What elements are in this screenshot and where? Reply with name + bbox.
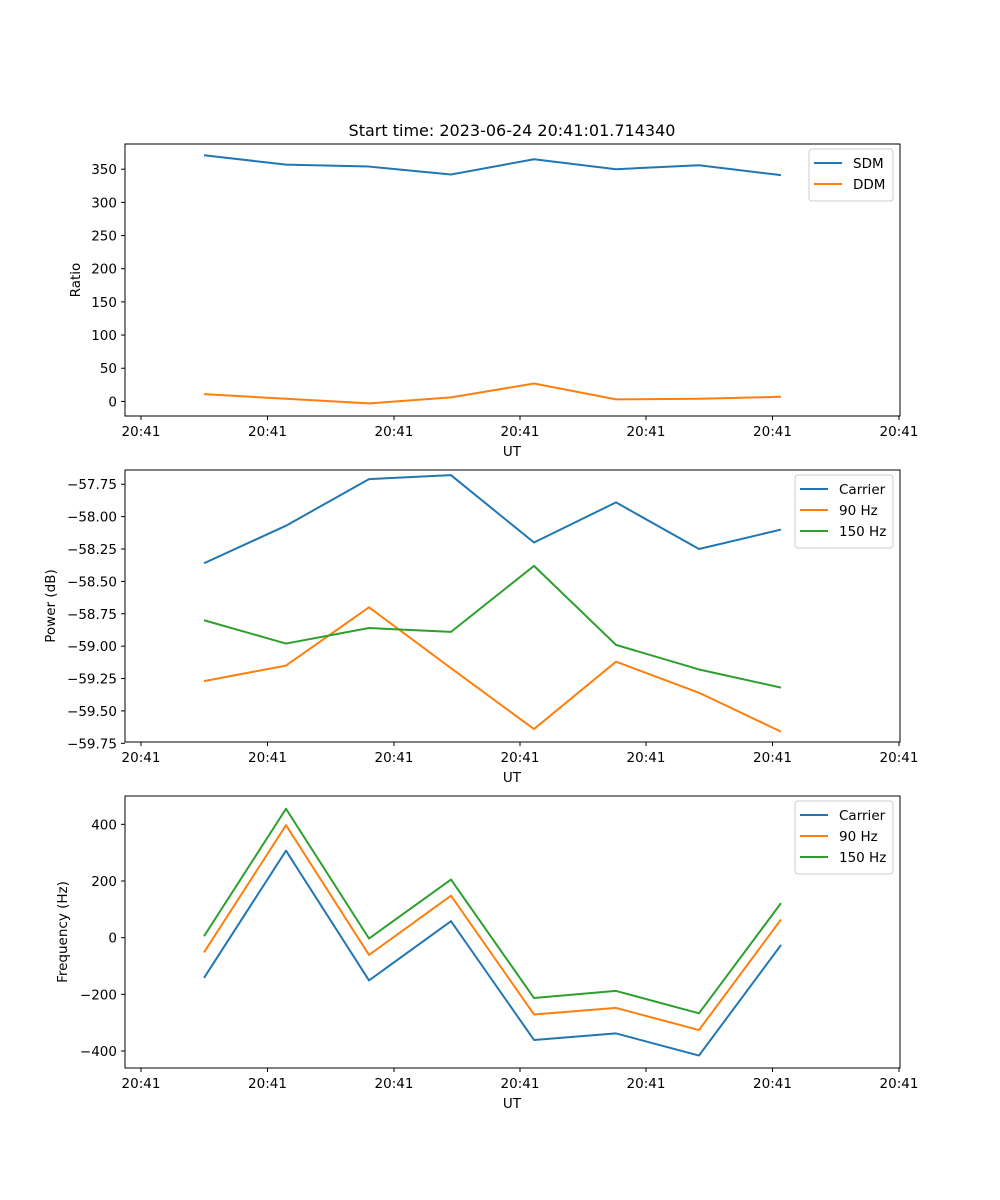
y-tick-label: −57.75 [67, 477, 117, 493]
y-tick-label: −59.25 [67, 672, 117, 688]
y-axis-label: Frequency (Hz) [55, 881, 71, 983]
legend-label: 150 Hz [839, 850, 886, 866]
x-tick-label: 20:41 [880, 1076, 919, 1092]
x-axis-label: UT [503, 770, 522, 786]
y-tick-label: 250 [91, 229, 117, 245]
y-tick-label: −400 [80, 1044, 117, 1060]
y-tick-label: −200 [80, 987, 117, 1003]
series-line-ddm [203, 382, 782, 405]
x-tick-label: 20:41 [627, 424, 666, 440]
legend: Carrier 90 Hz 150 Hz [794, 474, 894, 549]
x-tick-label: 20:41 [375, 424, 414, 440]
subplot-1: 20:41 20:41 20:41 20:41 20:41 20:41 20:41 UT 0 50… [68, 143, 919, 460]
y-tick-label: 150 [91, 295, 117, 311]
y-tick-label: 200 [91, 262, 117, 278]
y-tick-label: −59.00 [67, 639, 117, 655]
legend: Carrier 90 Hz 150 Hz [794, 800, 894, 875]
x-tick-label: 20:41 [880, 750, 919, 766]
y-tick-label: 400 [91, 817, 117, 833]
legend: SDM DDM [808, 148, 894, 202]
axes-frame [124, 143, 901, 417]
x-tick-label: 20:41 [880, 424, 919, 440]
x-tick-label: 20:41 [753, 1076, 792, 1092]
x-tick-label: 20:41 [501, 424, 540, 440]
series-line-carrier [203, 849, 782, 1057]
y-tick-label: −59.75 [67, 736, 117, 752]
legend-label: SDM [853, 156, 884, 172]
legend-box [794, 800, 894, 875]
legend-label: Carrier [839, 482, 886, 498]
x-tick-label: 20:41 [375, 750, 414, 766]
x-tick-label: 20:41 [501, 750, 540, 766]
y-tick-label: 200 [91, 874, 117, 890]
y-tick-label: −58.00 [67, 510, 117, 526]
y-tick-label: −58.50 [67, 574, 117, 590]
axes-frame [124, 795, 901, 1069]
x-tick-label: 20:41 [248, 1076, 287, 1092]
series-line-90-hz [203, 824, 782, 1032]
legend-label: 90 Hz [839, 829, 878, 845]
x-tick-label: 20:41 [375, 1076, 414, 1092]
x-tick-label: 20:41 [627, 1076, 666, 1092]
y-axis-label: Power (dB) [43, 569, 59, 642]
x-tick-label: 20:41 [501, 1076, 540, 1092]
x-axis-label: UT [503, 444, 522, 460]
legend-label: 150 Hz [839, 524, 886, 540]
y-tick-label: 300 [91, 195, 117, 211]
x-tick-label: 20:41 [753, 424, 792, 440]
x-tick-label: 20:41 [122, 1076, 161, 1092]
x-tick-label: 20:41 [122, 424, 161, 440]
series-line-90-hz [203, 606, 782, 733]
legend-box [794, 474, 894, 549]
x-tick-label: 20:41 [627, 750, 666, 766]
subplots: 20:41 20:41 20:41 20:41 20:41 20:41 20:41 UT 0 50… [43, 143, 919, 1112]
y-tick-label: 100 [91, 328, 117, 344]
y-tick-label: 0 [108, 931, 117, 947]
x-axis-label: UT [503, 1096, 522, 1112]
series-line-carrier [203, 474, 782, 565]
axes-frame [124, 469, 901, 743]
x-tick-label: 20:41 [753, 750, 792, 766]
y-tick-label: −59.50 [67, 704, 117, 720]
x-tick-label: 20:41 [122, 750, 161, 766]
legend-label: 90 Hz [839, 503, 878, 519]
y-axis-label: Ratio [68, 263, 84, 298]
subplot-3: 20:41 20:41 20:41 20:41 20:41 20:41 20:41 UT −40… [55, 795, 919, 1112]
x-tick-label: 20:41 [248, 750, 287, 766]
y-tick-label: −58.75 [67, 607, 117, 623]
y-tick-label: 350 [91, 162, 117, 178]
legend-label: Carrier [839, 808, 886, 824]
series-line-sdm [203, 154, 782, 177]
y-tick-label: 0 [108, 394, 117, 410]
legend-label: DDM [853, 177, 885, 193]
subplot-2: 20:41 20:41 20:41 20:41 20:41 20:41 20:41 UT −59… [43, 469, 919, 786]
series-line-150-hz [203, 807, 782, 1015]
figure-title: Start time: 2023-06-24 20:41:01.714340 [349, 121, 676, 140]
y-tick-label: −58.25 [67, 542, 117, 558]
x-tick-label: 20:41 [248, 424, 287, 440]
y-tick-label: 50 [100, 361, 117, 377]
series-line-150-hz [203, 564, 782, 689]
